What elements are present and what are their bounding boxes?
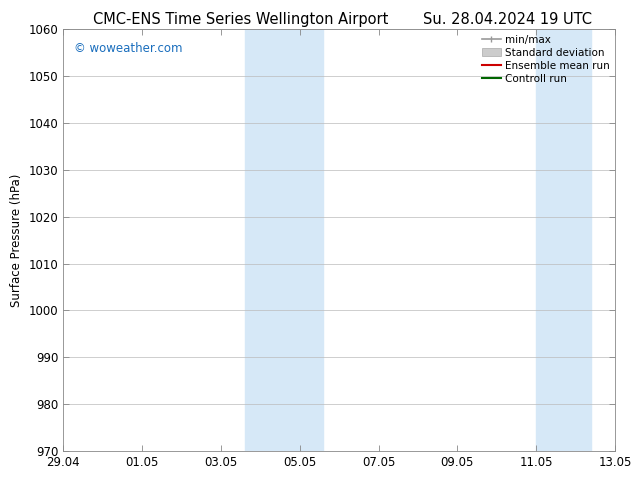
Text: © woweather.com: © woweather.com: [74, 42, 183, 55]
Text: CMC-ENS Time Series Wellington Airport: CMC-ENS Time Series Wellington Airport: [93, 12, 389, 27]
Bar: [245, 29, 323, 451]
Text: Su. 28.04.2024 19 UTC: Su. 28.04.2024 19 UTC: [423, 12, 592, 27]
Bar: [536, 29, 592, 451]
Y-axis label: Surface Pressure (hPa): Surface Pressure (hPa): [10, 173, 23, 307]
Legend: min/max, Standard deviation, Ensemble mean run, Controll run: min/max, Standard deviation, Ensemble me…: [482, 35, 610, 84]
